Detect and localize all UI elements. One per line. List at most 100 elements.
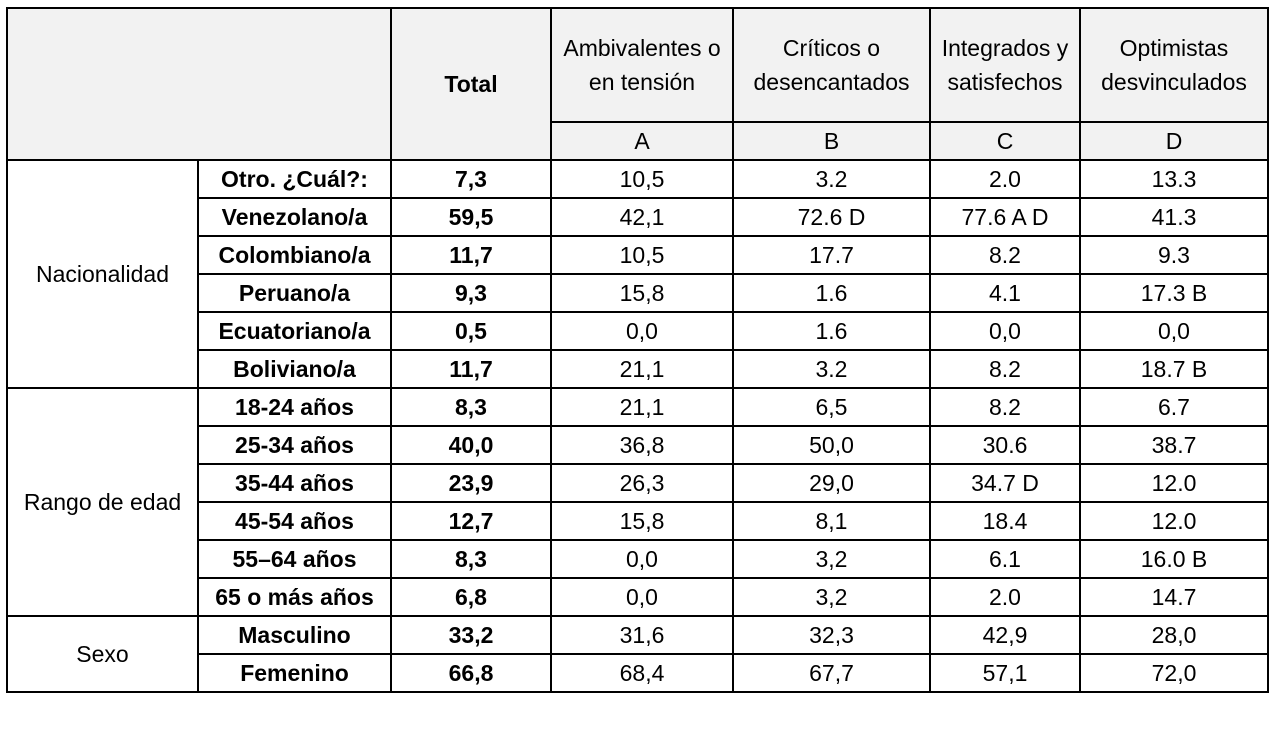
group-b-cell: 3,2 (732, 539, 931, 579)
group-a-cell: 42,1 (550, 197, 734, 237)
group-b-cell: 29,0 (732, 463, 931, 503)
row-label: Femenino (197, 653, 392, 693)
data-table: Total Ambivalentes o en tensión Críticos… (6, 7, 1269, 693)
total-cell: 0,5 (390, 311, 552, 351)
table-row: Boliviano/a 11,7 21,1 3.2 8.2 18.7 B (7, 349, 1269, 389)
group-c-cell: 34.7 D (929, 463, 1081, 503)
header-total: Total (390, 7, 552, 161)
group-a-cell: 26,3 (550, 463, 734, 503)
table-row: Femenino 66,8 68,4 67,7 57,1 72,0 (7, 653, 1269, 693)
group-d-cell: 6.7 (1079, 387, 1269, 427)
total-cell: 66,8 (390, 653, 552, 693)
group-a-cell: 0,0 (550, 539, 734, 579)
group-a-cell: 0,0 (550, 311, 734, 351)
section-label: Rango de edad (6, 387, 199, 617)
row-label: 45-54 años (197, 501, 392, 541)
total-cell: 6,8 (390, 577, 552, 617)
group-c-cell: 57,1 (929, 653, 1081, 693)
group-c-cell: 42,9 (929, 615, 1081, 655)
group-b-cell: 3.2 (732, 349, 931, 389)
table-row: 55–64 años 8,3 0,0 3,2 6.1 16.0 B (7, 539, 1269, 579)
group-b-cell: 67,7 (732, 653, 931, 693)
group-d-cell: 13.3 (1079, 159, 1269, 199)
table-row: 45-54 años 12,7 15,8 8,1 18.4 12.0 (7, 501, 1269, 541)
table-row: Ecuatoriano/a 0,5 0,0 1.6 0,0 0,0 (7, 311, 1269, 351)
group-b-cell: 8,1 (732, 501, 931, 541)
header-group-d: Optimistas desvinculados (1079, 7, 1269, 123)
row-label: Ecuatoriano/a (197, 311, 392, 351)
group-c-cell: 2.0 (929, 159, 1081, 199)
group-c-cell: 0,0 (929, 311, 1081, 351)
header-group-c: Integrados y satisfechos (929, 7, 1081, 123)
group-c-cell: 8.2 (929, 349, 1081, 389)
total-cell: 7,3 (390, 159, 552, 199)
total-cell: 33,2 (390, 615, 552, 655)
total-cell: 12,7 (390, 501, 552, 541)
group-d-cell: 14.7 (1079, 577, 1269, 617)
row-label: Peruano/a (197, 273, 392, 313)
table-row: Nacionalidad Otro. ¿Cuál?: 7,3 10,5 3.2 2.0 13… (6, 159, 1269, 389)
row-label: 25-34 años (197, 425, 392, 465)
group-c-cell: 18.4 (929, 501, 1081, 541)
group-a-cell: 15,8 (550, 501, 734, 541)
group-c-cell: 77.6 A D (929, 197, 1081, 237)
header-letter-d: D (1079, 121, 1269, 161)
corner-cell (6, 7, 392, 161)
group-a-cell: 15,8 (550, 273, 734, 313)
total-cell: 9,3 (390, 273, 552, 313)
group-d-cell: 9.3 (1079, 235, 1269, 275)
group-d-cell: 12.0 (1079, 463, 1269, 503)
group-a-cell: 68,4 (550, 653, 734, 693)
row-label: 55–64 años (197, 539, 392, 579)
group-d-cell: 72,0 (1079, 653, 1269, 693)
row-label: Boliviano/a (197, 349, 392, 389)
group-c-cell: 8.2 (929, 387, 1081, 427)
total-cell: 8,3 (390, 387, 552, 427)
row-label: Venezolano/a (197, 197, 392, 237)
group-d-cell: 41.3 (1079, 197, 1269, 237)
group-c-cell: 8.2 (929, 235, 1081, 275)
header-letter-b: B (732, 121, 931, 161)
group-b-cell: 50,0 (732, 425, 931, 465)
group-a-cell: 21,1 (550, 387, 734, 427)
header-group-b: Críticos o desencantados (732, 7, 931, 123)
section-label: Sexo (6, 615, 199, 693)
table-row: 35-44 años 23,9 26,3 29,0 34.7 D 12.0 (7, 463, 1269, 503)
group-d-cell: 17.3 B (1079, 273, 1269, 313)
group-a-cell: 10,5 (550, 235, 734, 275)
group-a-cell: 10,5 (550, 159, 734, 199)
group-c-cell: 2.0 (929, 577, 1081, 617)
table-row: Venezolano/a 59,5 42,1 72.6 D 77.6 A D 41.3 (7, 197, 1269, 237)
group-a-cell: 21,1 (550, 349, 734, 389)
table-row: 65 o más años 6,8 0,0 3,2 2.0 14.7 (7, 577, 1269, 617)
group-b-cell: 6,5 (732, 387, 931, 427)
group-c-cell: 4.1 (929, 273, 1081, 313)
header-group-a: Ambivalentes o en tensión (550, 7, 734, 123)
header-letter-c: C (929, 121, 1081, 161)
group-c-cell: 6.1 (929, 539, 1081, 579)
total-cell: 59,5 (390, 197, 552, 237)
group-d-cell: 18.7 B (1079, 349, 1269, 389)
header-letter-a: A (550, 121, 734, 161)
group-b-cell: 17.7 (732, 235, 931, 275)
total-cell: 11,7 (390, 349, 552, 389)
group-a-cell: 31,6 (550, 615, 734, 655)
group-d-cell: 0,0 (1079, 311, 1269, 351)
section-label: Nacionalidad (6, 159, 199, 389)
total-cell: 23,9 (390, 463, 552, 503)
group-b-cell: 3.2 (732, 159, 931, 199)
group-b-cell: 1.6 (732, 273, 931, 313)
table-row: Rango de edad 18-24 años 8,3 21,1 6,5 8.2 6.7 (6, 387, 1269, 617)
table-row: 25-34 años 40,0 36,8 50,0 30.6 38.7 (7, 425, 1269, 465)
group-b-cell: 32,3 (732, 615, 931, 655)
group-b-cell: 1.6 (732, 311, 931, 351)
group-a-cell: 36,8 (550, 425, 734, 465)
row-label: 35-44 años (197, 463, 392, 503)
table-row: Peruano/a 9,3 15,8 1.6 4.1 17.3 B (7, 273, 1269, 313)
group-b-cell: 72.6 D (732, 197, 931, 237)
group-d-cell: 38.7 (1079, 425, 1269, 465)
row-label: Colombiano/a (197, 235, 392, 275)
group-d-cell: 28,0 (1079, 615, 1269, 655)
row-label: Otro. ¿Cuál?: (197, 159, 392, 199)
row-label: 65 o más años (197, 577, 392, 617)
